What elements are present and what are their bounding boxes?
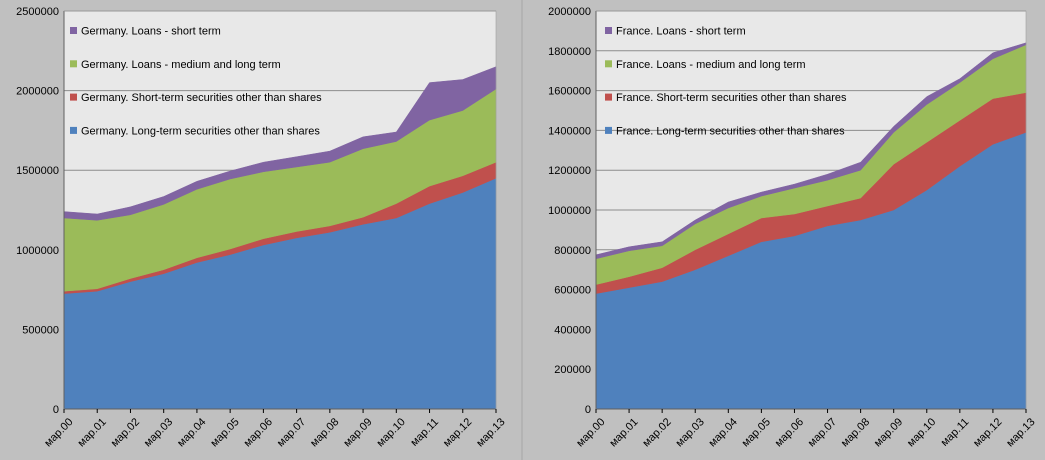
y-tick-label: 1600000 bbox=[548, 86, 591, 98]
legend-swatch bbox=[605, 93, 612, 101]
y-tick-label: 600000 bbox=[554, 285, 591, 297]
y-tick-label: 1000000 bbox=[16, 245, 59, 257]
y-tick-label: 1500000 bbox=[16, 165, 59, 177]
legend-swatch bbox=[70, 93, 77, 101]
y-tick-label: 2000000 bbox=[548, 6, 591, 18]
legend-label: Germany. Short-term securities other tha… bbox=[81, 92, 322, 104]
legend-swatch bbox=[605, 126, 612, 134]
y-tick-label: 2000000 bbox=[16, 86, 59, 98]
chart-1: 0 200000 400000 600000 800000 1000000 1200000 1… bbox=[548, 6, 1037, 449]
plot-border bbox=[595, 10, 1027, 410]
legend-label: Germany. Loans - medium and long term bbox=[81, 59, 281, 71]
y-tick-label: 1000000 bbox=[548, 205, 591, 217]
y-tick-label: 1200000 bbox=[548, 165, 591, 177]
legend-swatch bbox=[605, 27, 612, 34]
plot-border bbox=[63, 10, 497, 410]
legend-label: Germany. Long-term securities other than… bbox=[81, 125, 320, 137]
legend-swatch bbox=[605, 60, 612, 68]
y-tick-label: 200000 bbox=[554, 364, 591, 376]
y-tick-label: 1800000 bbox=[548, 46, 591, 58]
legend-label: France. Short-term securities other than… bbox=[616, 92, 847, 104]
legend-label: France. Loans - short term bbox=[616, 26, 746, 38]
y-tick-label: 0 bbox=[585, 404, 591, 416]
y-tick-label: 400000 bbox=[554, 324, 591, 336]
y-tick-label: 500000 bbox=[22, 324, 59, 336]
y-tick-label: 800000 bbox=[554, 245, 591, 257]
y-tick-label: 2500000 bbox=[16, 6, 59, 18]
legend-swatch bbox=[70, 27, 77, 34]
legend-swatch bbox=[70, 60, 77, 68]
legend-label: France. Long-term securities other than … bbox=[616, 125, 845, 137]
chart-0: 05000001000000150000020000002500000мар.0… bbox=[16, 6, 507, 449]
legend-label: France. Loans - medium and long term bbox=[616, 59, 806, 71]
legend-swatch bbox=[70, 126, 77, 134]
y-tick-label: 0 bbox=[53, 404, 59, 416]
legend-label: Germany. Loans - short term bbox=[81, 26, 221, 38]
y-tick-label: 1400000 bbox=[548, 125, 591, 137]
